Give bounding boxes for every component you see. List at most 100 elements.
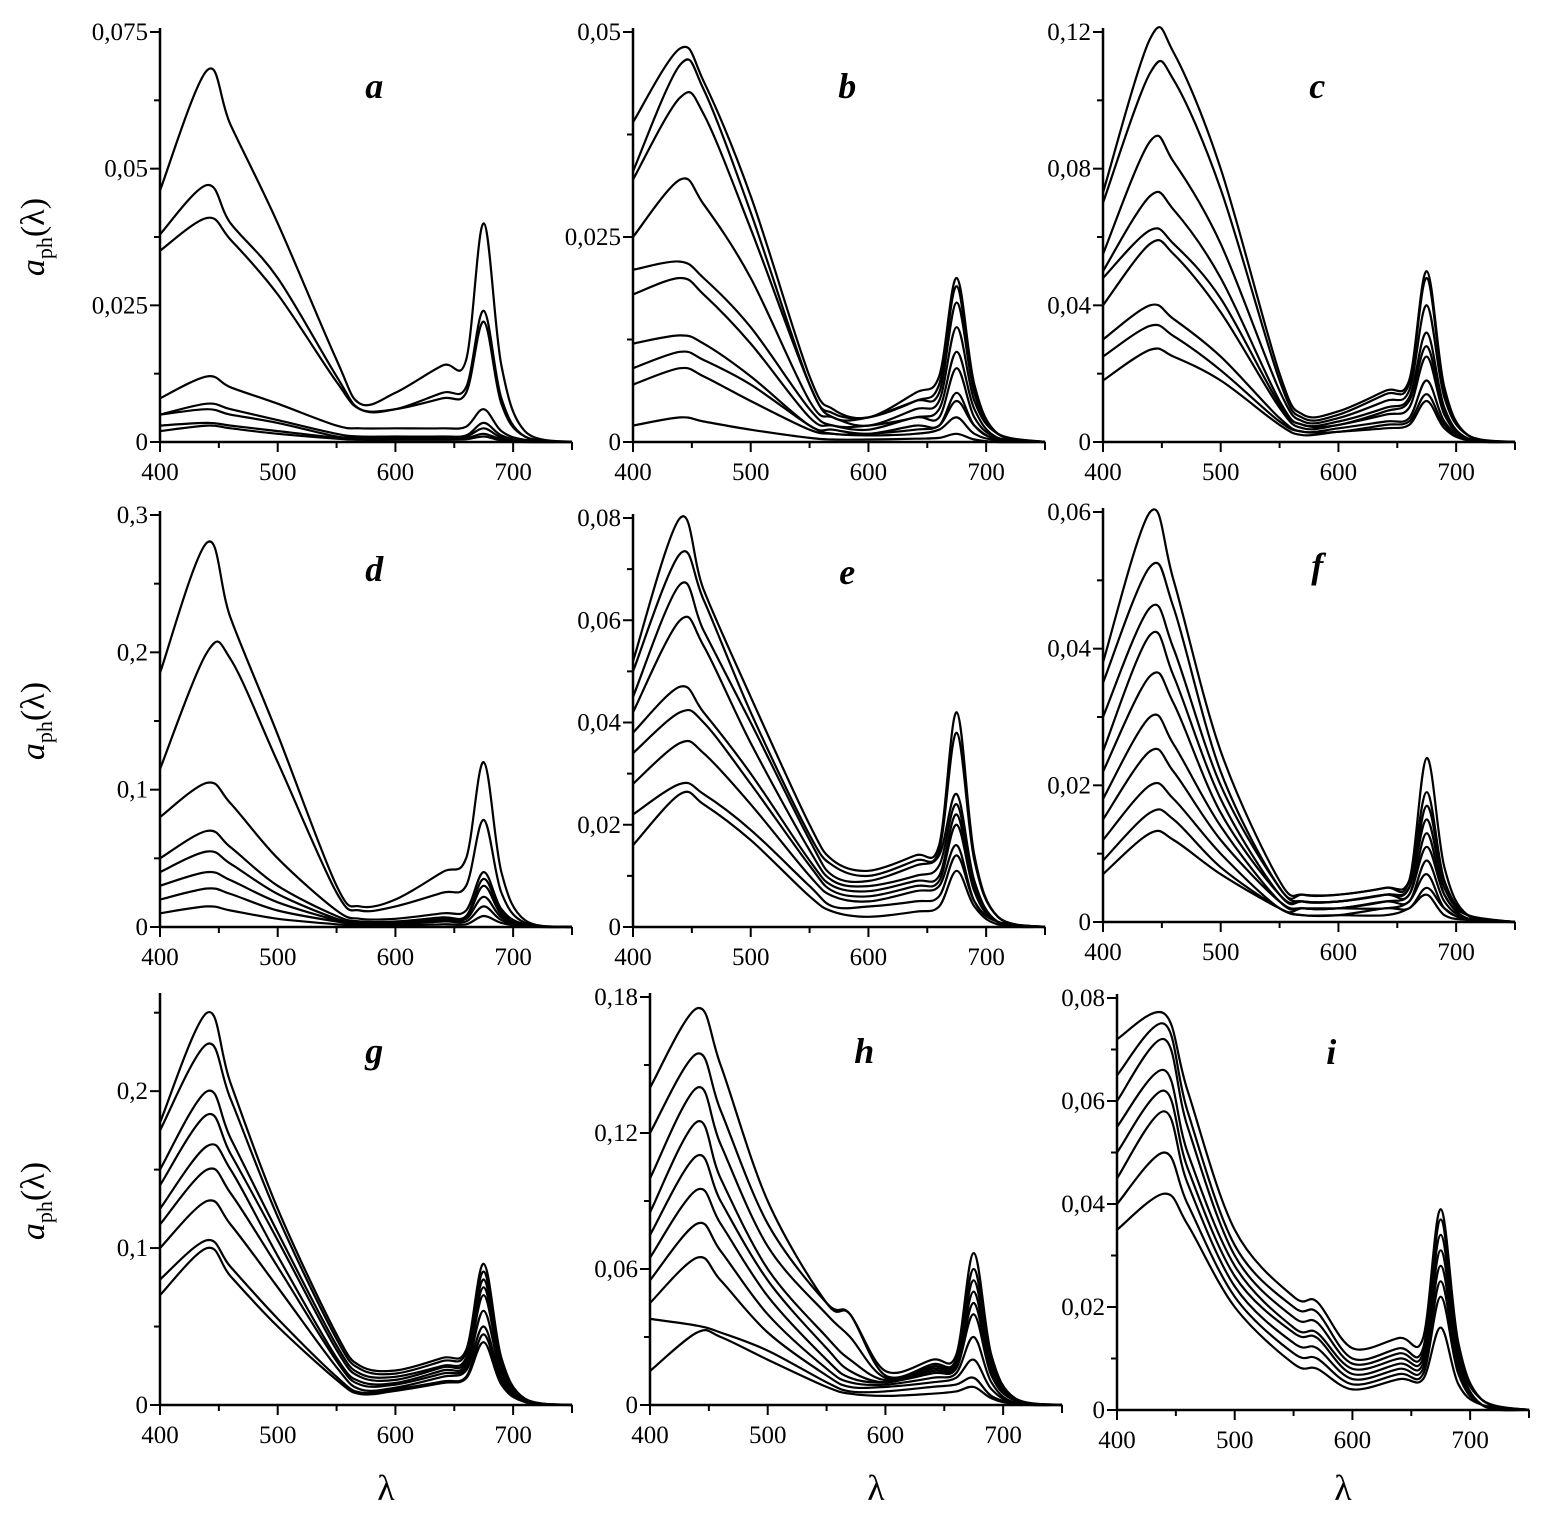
series-line-7 [1102, 303, 1516, 444]
series-line-6 [159, 870, 573, 929]
y-tick-label: 0,1 [117, 777, 148, 804]
x-tick-label: 500 [1202, 459, 1240, 486]
y-tick-label: 0 [1093, 1397, 1106, 1424]
series-line-6 [1102, 713, 1516, 924]
series-line-2 [649, 1052, 1063, 1407]
x-tick-label: 400 [141, 944, 179, 971]
series-line-3 [649, 1086, 1063, 1407]
series-line-7 [159, 887, 573, 929]
y-tick-label: 0,3 [117, 502, 148, 529]
series-line-5 [1102, 227, 1516, 444]
x-tick-label: 600 [1320, 459, 1358, 486]
y-axis-label: aph(λ) [15, 1162, 57, 1240]
y-axis-label-suffix: (λ) [15, 682, 52, 721]
y-tick-label: 0,12 [594, 1120, 638, 1147]
series-line-4 [1101, 630, 1516, 924]
series-line-4 [632, 177, 1046, 444]
panel-letter: c [1309, 66, 1325, 106]
panel-letter: i [1326, 1032, 1336, 1072]
series-line-10 [1102, 829, 1516, 924]
series-line-8 [159, 1239, 573, 1407]
y-axis-label: aph(λ) [15, 682, 57, 760]
y-tick-label: 0,08 [1047, 156, 1091, 183]
y-tick-label: 0 [136, 1392, 149, 1419]
panel-letter: f [1311, 546, 1326, 586]
x-tick-label: 500 [1216, 1427, 1254, 1454]
x-tick-label: 700 [984, 1422, 1022, 1449]
y-tick-label: 0 [1079, 909, 1092, 936]
x-axis-label: λ [867, 1468, 885, 1508]
panel-h: 400 500 600 700 0 0,06 0,12 0,18 h λ [594, 984, 1063, 1508]
series-line-8 [159, 424, 573, 444]
y-tick-label: 0,06 [577, 607, 621, 634]
series-line-6 [1102, 239, 1516, 444]
series-line-8 [632, 781, 1046, 929]
y-tick-label: 0,04 [1061, 1191, 1105, 1218]
y-tick-label: 0,2 [117, 639, 148, 666]
x-tick-label: 400 [614, 944, 652, 971]
x-tick-label: 600 [1334, 1427, 1372, 1454]
y-tick-label: 0,02 [1061, 1294, 1105, 1321]
x-tick-label: 500 [1202, 939, 1240, 966]
series-line-7 [159, 1199, 573, 1407]
series-line-9 [649, 1317, 1063, 1407]
series-line-8 [159, 905, 573, 929]
y-axis-label-main: a [15, 743, 52, 760]
x-tick-label: 500 [259, 459, 297, 486]
series-line-9 [632, 366, 1046, 444]
y-tick-label: 0,025 [92, 292, 148, 319]
series-line-6 [649, 1187, 1063, 1407]
series-line-10 [649, 1329, 1063, 1407]
series-line-5 [1116, 1089, 1530, 1412]
y-tick-label: 0,04 [1047, 292, 1091, 319]
series-line-10 [632, 416, 1046, 444]
y-tick-label: 0,06 [594, 1256, 638, 1283]
x-tick-label: 700 [494, 459, 532, 486]
series-line-3 [159, 781, 573, 929]
y-tick-label: 0,06 [1061, 1088, 1105, 1115]
series-line-4 [632, 615, 1046, 929]
series-line-5 [159, 1143, 573, 1407]
y-tick-label: 0 [626, 1392, 639, 1419]
y-tick-label: 0,08 [1061, 985, 1105, 1012]
x-axis-label: λ [377, 1468, 395, 1508]
x-tick-label: 400 [631, 1422, 669, 1449]
series-line-5 [632, 260, 1046, 444]
x-tick-label: 500 [259, 1422, 297, 1449]
y-tick-label: 0,18 [594, 984, 638, 1011]
panel-letter: b [838, 66, 856, 106]
series-line-8 [632, 350, 1046, 444]
y-tick-label: 0 [1079, 429, 1092, 456]
series-line-5 [649, 1153, 1063, 1407]
series-line-3 [159, 1089, 573, 1407]
y-axis-label-sub: ph [32, 1201, 57, 1223]
y-axis-label-sub: ph [32, 237, 57, 259]
y-tick-label: 0,04 [1047, 636, 1091, 663]
series-line-3 [1101, 134, 1516, 444]
x-tick-label: 500 [749, 1422, 787, 1449]
series-line-4 [159, 1112, 573, 1407]
panel-letter: d [365, 549, 384, 589]
x-tick-label: 400 [141, 1422, 179, 1449]
panel-letter: h [854, 1031, 874, 1071]
x-axis-label: λ [1334, 1468, 1352, 1508]
x-tick-label: 700 [1437, 939, 1475, 966]
panel-i: 400 500 600 700 0 0,02 0,04 0,06 0,08 i λ [1061, 985, 1530, 1508]
series-line-6 [1116, 1110, 1530, 1412]
series-line-3 [632, 91, 1046, 444]
y-tick-label: 0,025 [565, 224, 621, 251]
y-tick-label: 0,12 [1047, 19, 1091, 46]
series-line-1 [158, 67, 573, 444]
x-tick-label: 500 [732, 459, 770, 486]
series-line-4 [159, 829, 573, 929]
series-line-8 [649, 1255, 1063, 1407]
y-tick-label: 0 [136, 429, 149, 456]
series-line-9 [632, 790, 1046, 929]
x-tick-label: 400 [1098, 1427, 1136, 1454]
series-line-2 [631, 550, 1046, 929]
y-tick-label: 0,05 [104, 156, 148, 183]
y-tick-label: 0,2 [117, 1078, 148, 1105]
series-line-1 [1101, 508, 1516, 924]
